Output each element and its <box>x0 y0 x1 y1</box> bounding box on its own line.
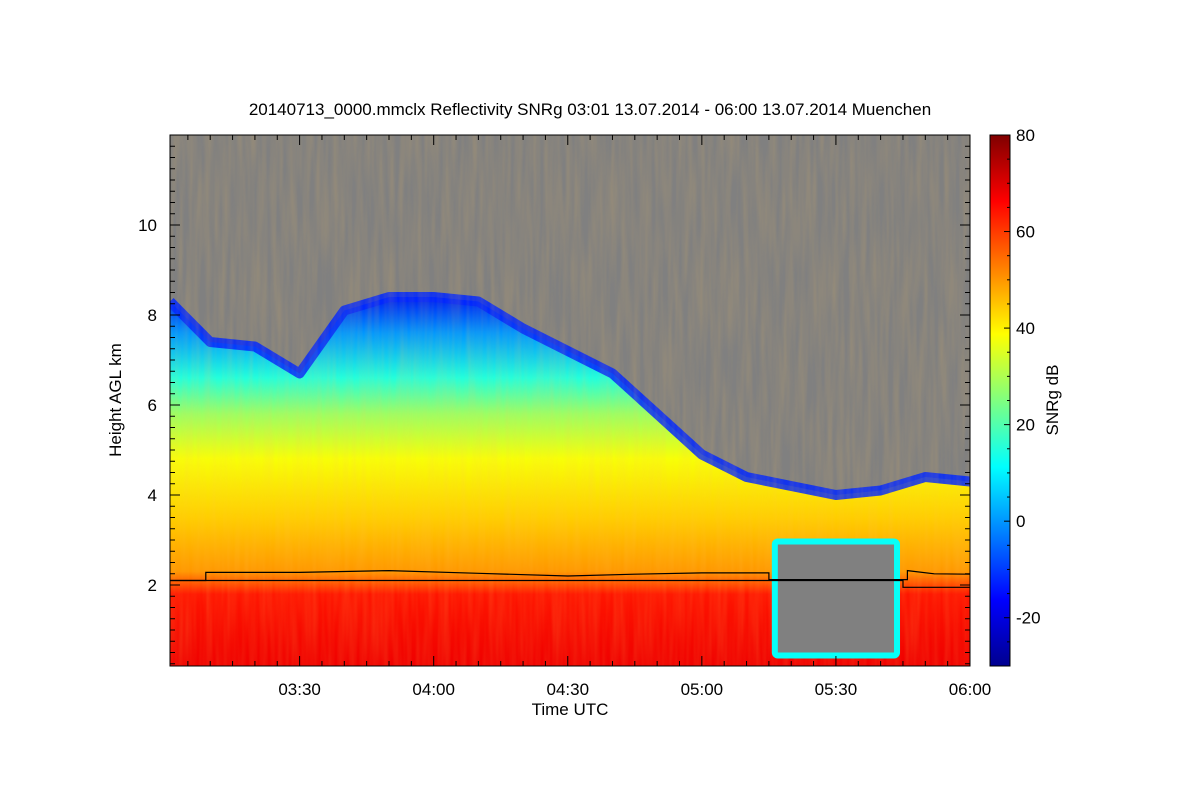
line-series-2 <box>170 579 970 588</box>
x-tick-label: 05:30 <box>815 680 858 699</box>
colorbar-tick-label: 60 <box>1016 223 1035 242</box>
y-tick-label: 8 <box>148 306 157 325</box>
echo-gap <box>777 544 895 653</box>
x-tick-label: 04:00 <box>412 680 455 699</box>
chart-title: 20140713_0000.mmclx Reflectivity SNRg 03… <box>249 100 931 119</box>
y-tick-label: 2 <box>148 576 157 595</box>
line-series-1 <box>170 569 970 582</box>
x-tick-label: 03:30 <box>278 680 321 699</box>
colorbar-tick-label: -20 <box>1016 609 1041 628</box>
line-series-group <box>170 569 970 588</box>
colorbar-tick-label: 80 <box>1016 126 1035 145</box>
x-axis-label: Time UTC <box>532 700 609 719</box>
colorbar-tick-label: 40 <box>1016 319 1035 338</box>
colorbar-tick-label: 20 <box>1016 416 1035 435</box>
echo-field <box>170 135 970 666</box>
x-axis: 03:30 04:00 04:30 05:00 05:30 06:00 <box>187 135 992 699</box>
plot-frame <box>169 134 971 667</box>
y-axis-label: Height AGL km <box>106 343 125 457</box>
x-tick-label: 06:00 <box>949 680 992 699</box>
colorbar-ticks: -20 0 20 40 60 80 <box>1004 126 1041 667</box>
y-axis: 2 4 6 8 10 <box>138 134 970 665</box>
y-tick-label: 4 <box>148 486 157 505</box>
colorbar-label: SNRg dB <box>1043 365 1062 436</box>
y-tick-label: 6 <box>148 396 157 415</box>
x-tick-label: 05:00 <box>681 680 724 699</box>
colorbar-tick-label: 0 <box>1016 512 1025 531</box>
x-tick-label: 04:30 <box>546 680 589 699</box>
y-tick-label: 10 <box>138 216 157 235</box>
